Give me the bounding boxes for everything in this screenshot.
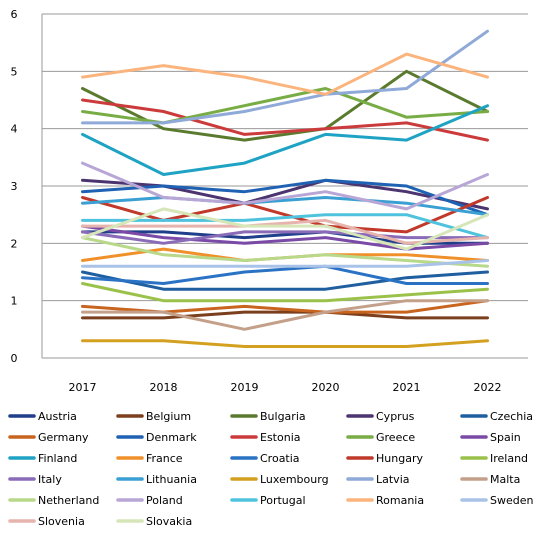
legend-item: Latvia <box>346 473 410 486</box>
series-line-ireland <box>81 282 489 303</box>
legend-label: Portugal <box>260 494 306 507</box>
legend-item: Finland <box>8 452 77 465</box>
legend-label: Italy <box>38 473 62 486</box>
legend-item: Ireland <box>460 452 528 465</box>
series-line-romania <box>81 52 489 96</box>
series-line-malta <box>81 299 489 331</box>
legend-label: Slovakia <box>146 515 192 528</box>
series-line-denmark <box>81 178 489 217</box>
legend-label: Denmark <box>146 431 197 444</box>
series-line-bulgaria <box>81 69 489 142</box>
y-tick-label: 6 <box>11 8 18 21</box>
series-line-czechia <box>81 270 489 291</box>
legend-label: Spain <box>490 431 521 444</box>
legend-label: Malta <box>490 473 520 486</box>
legend-item: Sweden <box>460 494 533 507</box>
legend-label: Finland <box>38 452 77 465</box>
legend-label: Bulgaria <box>260 410 306 423</box>
series-line-slovakia <box>81 207 489 251</box>
x-tick-label: 2021 <box>393 381 421 394</box>
x-tick-label: 2017 <box>69 381 97 394</box>
series-line-poland <box>81 161 489 211</box>
chart-legend: Austria Belgium Bulgaria Cyprus Czechia Germa… <box>8 410 533 528</box>
series-line-sweden <box>81 259 489 268</box>
series-line-greece <box>81 87 489 125</box>
series-line-croatia <box>81 264 489 285</box>
legend-label: Croatia <box>260 452 300 465</box>
series-line-lithuania <box>81 196 489 217</box>
legend-item: Hungary <box>346 452 423 465</box>
x-axis-tick-labels: 2017 2018 2019 2020 2021 2022 <box>69 381 502 394</box>
series-line-finland <box>81 104 489 176</box>
legend-label: Hungary <box>376 452 423 465</box>
legend-item: Estonia <box>230 431 301 444</box>
y-tick-label: 0 <box>11 352 18 365</box>
legend-item: Slovenia <box>8 515 85 528</box>
legend-item: Romania <box>346 494 424 507</box>
y-axis-tick-labels: 0 1 2 3 4 5 6 <box>11 8 18 365</box>
legend-item: Austria <box>8 410 77 423</box>
legend-label: Greece <box>376 431 415 444</box>
x-tick-label: 2022 <box>474 381 502 394</box>
series-line-cyprus <box>81 178 489 211</box>
series-line-portugal <box>81 213 489 240</box>
series-line-italy <box>81 230 489 245</box>
legend-label: Poland <box>146 494 183 507</box>
legend-label: France <box>146 452 183 465</box>
legend-item: Germany <box>8 431 89 444</box>
y-tick-label: 1 <box>11 295 18 308</box>
legend-label: Luxembourg <box>260 473 329 486</box>
series-line-estonia <box>81 98 489 142</box>
legend-label: Czechia <box>490 410 533 423</box>
series-line-belgium <box>81 310 489 320</box>
legend-item: Spain <box>460 431 521 444</box>
y-tick-label: 3 <box>11 180 18 193</box>
x-tick-label: 2020 <box>312 381 340 394</box>
legend-item: Luxembourg <box>230 473 329 486</box>
legend-item: Italy <box>8 473 62 486</box>
chart-series-lines <box>81 29 489 348</box>
legend-label: Cyprus <box>376 410 415 423</box>
series-line-latvia <box>81 29 489 125</box>
legend-item: Netherland <box>8 494 99 507</box>
legend-label: Lithuania <box>146 473 197 486</box>
legend-item: Czechia <box>460 410 533 423</box>
legend-item: Lithuania <box>116 473 197 486</box>
y-tick-label: 4 <box>11 123 18 136</box>
legend-item: Bulgaria <box>230 410 306 423</box>
legend-item: France <box>116 452 183 465</box>
series-line-spain <box>81 224 489 251</box>
series-line-luxembourg <box>81 339 489 348</box>
legend-label: Netherland <box>38 494 99 507</box>
legend-item: Portugal <box>230 494 306 507</box>
legend-label: Romania <box>376 494 424 507</box>
legend-item: Poland <box>116 494 183 507</box>
legend-label: Latvia <box>376 473 410 486</box>
legend-item: Slovakia <box>116 515 192 528</box>
legend-label: Austria <box>38 410 77 423</box>
legend-item: Cyprus <box>346 410 415 423</box>
x-tick-label: 2019 <box>231 381 259 394</box>
legend-item: Belgium <box>116 410 191 423</box>
x-tick-label: 2018 <box>150 381 178 394</box>
legend-item: Malta <box>460 473 520 486</box>
legend-label: Germany <box>38 431 89 444</box>
legend-label: Ireland <box>490 452 528 465</box>
legend-item: Croatia <box>230 452 300 465</box>
series-line-germany <box>81 299 489 314</box>
series-line-netherland <box>81 236 489 268</box>
legend-label: Estonia <box>260 431 301 444</box>
series-line-hungary <box>81 196 489 234</box>
legend-item: Denmark <box>116 431 197 444</box>
legend-label: Sweden <box>490 494 533 507</box>
y-tick-label: 5 <box>11 65 18 78</box>
y-tick-label: 2 <box>11 237 18 250</box>
legend-item: Greece <box>346 431 415 444</box>
legend-label: Slovenia <box>38 515 85 528</box>
legend-label: Belgium <box>146 410 191 423</box>
